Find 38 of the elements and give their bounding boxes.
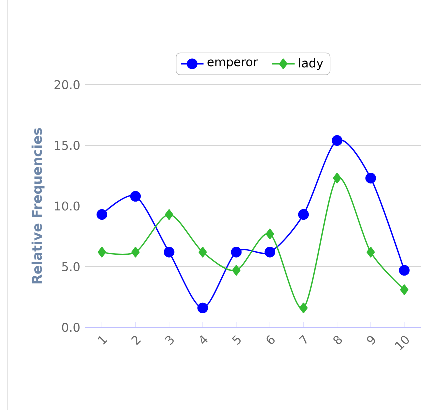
- point: [232, 265, 241, 276]
- point: [300, 303, 308, 314]
- point: [399, 265, 410, 276]
- x-tick-label: 9: [367, 336, 376, 346]
- point: [132, 247, 140, 258]
- x-tick-label: 5: [232, 336, 241, 346]
- point: [164, 247, 175, 258]
- point: [98, 247, 106, 258]
- point: [231, 247, 242, 258]
- point: [298, 210, 310, 220]
- point: [366, 247, 376, 258]
- x-tick-label: 3: [165, 336, 174, 346]
- x-tick-label: 8: [334, 336, 342, 345]
- x-tick-label: 10: [395, 336, 410, 351]
- point: [400, 284, 409, 296]
- x-tick-label: 4: [200, 336, 208, 344]
- y-tick-label: 15.0: [55, 141, 80, 150]
- legend-label: emperor: [208, 60, 258, 70]
- x-tick-label: 7: [299, 335, 307, 345]
- point: [96, 210, 108, 220]
- x-tick-label: 2: [131, 336, 142, 346]
- point: [332, 136, 343, 146]
- point: [198, 247, 208, 258]
- x-tick-label: 1: [98, 336, 108, 346]
- point: [130, 191, 142, 202]
- y-tick-label: 10.0: [55, 202, 80, 212]
- point: [264, 247, 276, 258]
- point: [198, 303, 208, 314]
- y-tick-label: 0.0: [62, 323, 80, 332]
- point: [165, 210, 174, 220]
- point: [333, 173, 342, 184]
- y-tick-label: 20.0: [54, 80, 80, 90]
- point: [266, 229, 274, 240]
- y-axis-title: Relative Frequencies: [32, 128, 45, 284]
- point: [366, 173, 376, 184]
- y-tick-label: 5.0: [62, 262, 80, 272]
- legend-label: lady: [299, 58, 324, 70]
- x-tick-label: 6: [266, 336, 275, 344]
